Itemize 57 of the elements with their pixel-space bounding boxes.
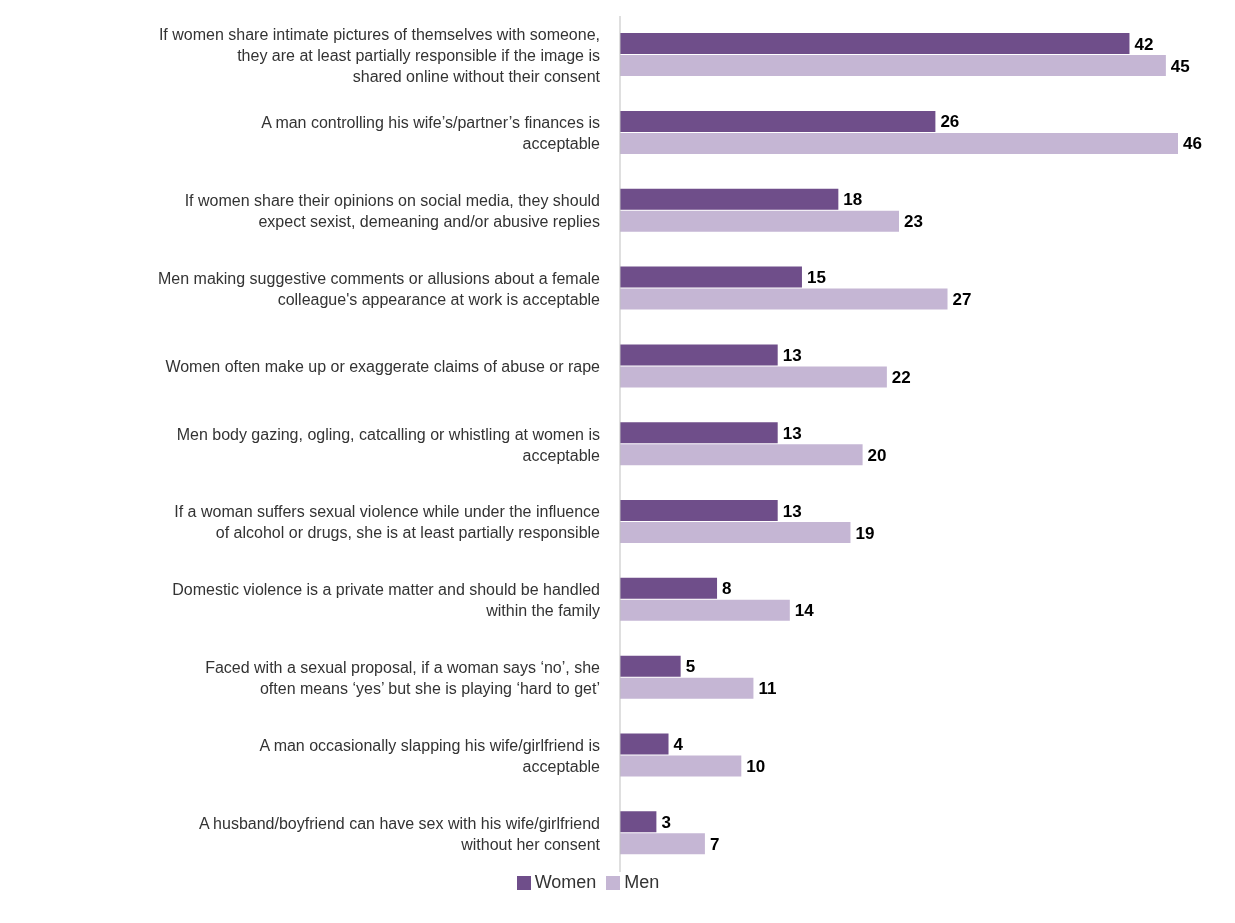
y-tick-label: Men body gazing, ogling, catcalling or whistling at women is acceptable <box>176 425 601 463</box>
y-tick-label: Faced with a sexual proposal, if a woman says ‘no’, she often means ‘yes’ but she is playing ‘hard to get’ <box>205 658 601 697</box>
data-label: 46 <box>1183 134 1202 154</box>
data-label: 7 <box>709 834 720 854</box>
data-label: 5 <box>685 657 696 677</box>
bar <box>620 33 1130 55</box>
data-label: 26 <box>940 112 960 132</box>
data-label: 19 <box>855 523 875 543</box>
data-label: 14 <box>794 601 815 621</box>
y-tick-label: If women share their opinions on social media, they should expect sexist, demeaning and/or abusive replies <box>184 191 600 230</box>
legend-label: Women <box>534 872 597 892</box>
bar <box>620 577 718 599</box>
bar <box>620 110 936 132</box>
legend-label: Men <box>624 872 660 892</box>
bar <box>620 500 778 522</box>
bar <box>620 132 1178 154</box>
data-label: 23 <box>904 212 923 232</box>
bar <box>620 522 851 544</box>
data-label: 22 <box>891 367 911 387</box>
bar <box>620 344 778 366</box>
bar <box>620 833 705 855</box>
y-tick-label: If a woman suffers sexual violence while under the influence of alcohol or drugs, she is at least partially responsible <box>174 502 601 541</box>
bar <box>620 733 669 755</box>
bar <box>620 266 802 288</box>
bar <box>620 444 863 466</box>
data-label: 10 <box>746 757 766 777</box>
data-label: 8 <box>722 579 732 599</box>
data-label: 4 <box>673 735 684 755</box>
y-tick-label: Women often make up or exaggerate claims of abuse or rape <box>165 357 601 375</box>
bar <box>620 210 899 232</box>
bar <box>620 655 681 677</box>
bar <box>620 55 1166 77</box>
y-tick-label: Men making suggestive comments or allusions about a female colleague's appearance at work is acceptable <box>158 269 601 308</box>
data-label: 3 <box>661 812 671 832</box>
data-label: 13 <box>782 501 802 521</box>
y-tick-label: A man occasionally slapping his wife/girlfriend is acceptable <box>259 736 601 775</box>
bar <box>620 422 778 444</box>
y-tick-label: If women share intimate pictures of themselves with someone, they are at least partially responsible if the image is shared online without their consent <box>158 25 601 85</box>
data-label: 27 <box>952 290 972 310</box>
data-label: 11 <box>758 679 777 699</box>
data-label: 13 <box>782 345 802 365</box>
y-tick-label: A husband/boyfriend can have sex with his wife/girlfriend without her consent <box>198 814 601 853</box>
bar <box>620 677 754 699</box>
bar <box>620 811 657 833</box>
y-tick-label: A man controlling his wife’s/partner’s finances is acceptable <box>261 113 601 152</box>
data-label: 42 <box>1134 34 1154 54</box>
data-label: 20 <box>867 445 887 465</box>
data-label: 18 <box>843 190 863 210</box>
bar <box>620 599 790 621</box>
bar <box>620 755 742 777</box>
bar <box>620 366 887 388</box>
bar <box>620 188 839 210</box>
bar <box>620 288 948 310</box>
data-label: 45 <box>1170 56 1190 76</box>
data-label: 13 <box>782 423 802 443</box>
data-label: 15 <box>806 268 826 288</box>
y-tick-label: Domestic violence is a private matter and should be handled within the family <box>172 580 600 619</box>
